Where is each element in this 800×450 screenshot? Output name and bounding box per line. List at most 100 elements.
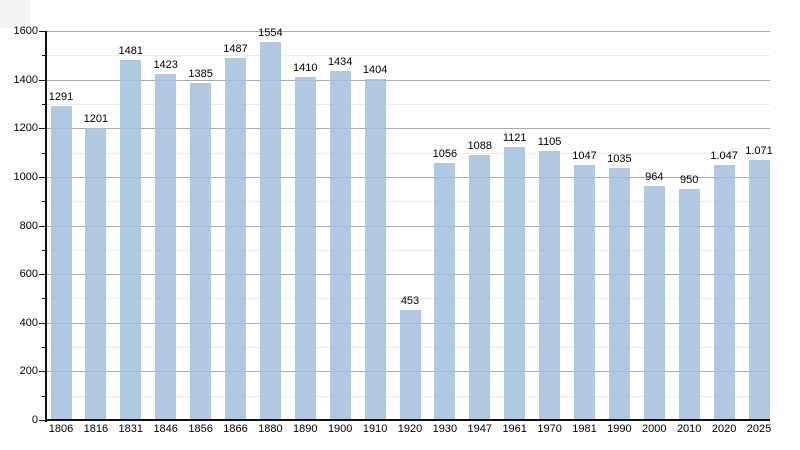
y-axis-tick-label: 1600 bbox=[13, 25, 38, 37]
y-axis-tick-label: 0 bbox=[31, 414, 38, 426]
minor-gridline bbox=[47, 249, 770, 251]
y-axis-minor-tick bbox=[42, 298, 46, 300]
bar-value-label: 1105 bbox=[537, 136, 562, 149]
major-gridline bbox=[47, 274, 770, 276]
x-axis-tick-label: 1990 bbox=[607, 423, 632, 435]
x-axis-tick-label: 1806 bbox=[48, 423, 74, 435]
y-axis-minor-tick bbox=[42, 103, 46, 105]
bar-value-label: 1201 bbox=[83, 113, 109, 126]
bar-value-label: 1088 bbox=[467, 140, 493, 153]
bar bbox=[643, 185, 665, 420]
bar bbox=[120, 59, 142, 420]
bar-value-label: 1056 bbox=[432, 148, 458, 161]
bar-value-label: 1481 bbox=[118, 44, 144, 57]
bar bbox=[329, 71, 351, 420]
x-axis-tick-label: 1961 bbox=[502, 423, 527, 435]
bar bbox=[399, 309, 421, 420]
x-axis-tick-label: 1866 bbox=[223, 423, 248, 435]
y-axis-tick-label: 1400 bbox=[13, 73, 38, 86]
minor-gridline bbox=[47, 152, 770, 154]
x-axis-tick-label: 1910 bbox=[362, 423, 388, 435]
major-gridline bbox=[47, 31, 770, 32]
bar bbox=[259, 42, 281, 420]
y-axis-tick-label: 200 bbox=[19, 365, 38, 378]
bar bbox=[155, 74, 177, 420]
bar bbox=[294, 77, 316, 420]
bar bbox=[364, 78, 386, 420]
bar bbox=[539, 151, 561, 420]
x-axis-tick-label: 1970 bbox=[537, 423, 562, 435]
corner-artifact bbox=[0, 0, 30, 28]
y-axis-minor-tick bbox=[42, 249, 46, 251]
x-axis-tick-label: 1846 bbox=[153, 423, 178, 435]
bar-value-label: 1487 bbox=[223, 43, 248, 56]
x-axis-tick-label: 2025 bbox=[746, 423, 772, 435]
y-axis-major-tick bbox=[39, 322, 46, 324]
bar-value-label: 964 bbox=[645, 170, 664, 183]
minor-gridline bbox=[47, 55, 770, 57]
y-axis-major-tick bbox=[39, 274, 46, 276]
minor-gridline bbox=[47, 103, 770, 105]
y-axis-line bbox=[45, 31, 47, 422]
bar bbox=[678, 189, 700, 420]
y-axis-major-tick bbox=[39, 128, 46, 130]
bar bbox=[85, 128, 107, 420]
x-axis-tick-label: 2020 bbox=[711, 423, 737, 435]
bar-value-label: 453 bbox=[400, 294, 420, 307]
bar bbox=[469, 155, 491, 420]
bar bbox=[504, 147, 526, 420]
bar bbox=[713, 165, 735, 420]
minor-gridline bbox=[47, 201, 770, 203]
y-axis-major-tick bbox=[39, 225, 46, 227]
plot-area: 1291 1201 1481 1423 1385 1487 1554 1410 1434 1404… bbox=[47, 27, 773, 420]
x-axis-tick-label: 2000 bbox=[642, 423, 667, 435]
y-axis-minor-tick bbox=[42, 55, 46, 57]
y-axis-major-tick bbox=[39, 31, 46, 32]
bar-value-label: 1.047 bbox=[710, 150, 738, 163]
minor-gridline bbox=[47, 298, 770, 300]
major-gridline bbox=[47, 176, 770, 178]
x-axis-tick-label: 1900 bbox=[327, 423, 353, 435]
x-axis-line bbox=[45, 419, 770, 421]
bar-value-label: 1385 bbox=[188, 68, 213, 81]
x-axis-tick-label: 1816 bbox=[83, 423, 109, 435]
bar-value-label: 1.071 bbox=[745, 144, 773, 157]
bar bbox=[574, 165, 595, 420]
y-axis-major-tick bbox=[39, 371, 46, 373]
y-axis-major-tick bbox=[39, 420, 46, 421]
y-axis-tick-label: 600 bbox=[19, 268, 38, 281]
major-gridline bbox=[47, 128, 770, 130]
bar bbox=[434, 163, 456, 420]
bar-value-label: 1121 bbox=[502, 132, 527, 145]
bar bbox=[748, 159, 770, 420]
y-axis-tick-label: 1000 bbox=[13, 170, 38, 183]
x-axis-tick-label: 1930 bbox=[432, 423, 458, 435]
bar bbox=[50, 106, 72, 420]
y-axis-tick-label: 400 bbox=[19, 316, 38, 329]
bar bbox=[190, 83, 212, 420]
y-axis-minor-tick bbox=[42, 152, 46, 154]
y-axis-minor-tick bbox=[42, 201, 46, 203]
major-gridline bbox=[47, 79, 770, 81]
bar bbox=[608, 168, 630, 420]
bar-value-label: 1554 bbox=[258, 27, 283, 40]
bar-value-label: 1410 bbox=[293, 62, 318, 75]
y-axis-major-tick bbox=[39, 176, 46, 178]
bar-value-label: 1434 bbox=[327, 56, 353, 69]
x-axis-tick-label: 1947 bbox=[467, 423, 493, 435]
x-axis-tick-label: 1920 bbox=[397, 423, 423, 435]
bar bbox=[225, 58, 246, 420]
y-axis-major-tick bbox=[39, 79, 46, 81]
y-axis-tick-label: 800 bbox=[19, 219, 38, 232]
bar-value-label: 1404 bbox=[362, 63, 388, 76]
y-axis-minor-tick bbox=[42, 347, 46, 349]
x-axis-tick-label: 1890 bbox=[293, 423, 318, 435]
bar-value-label: 1423 bbox=[153, 59, 178, 72]
bar-value-label: 1047 bbox=[572, 150, 597, 163]
bar-value-label: 1035 bbox=[607, 153, 632, 166]
major-gridline bbox=[47, 225, 770, 227]
x-axis-tick-label: 1831 bbox=[118, 423, 144, 435]
x-axis-tick-label: 1981 bbox=[572, 423, 597, 435]
x-axis-tick-label: 1856 bbox=[188, 423, 213, 435]
